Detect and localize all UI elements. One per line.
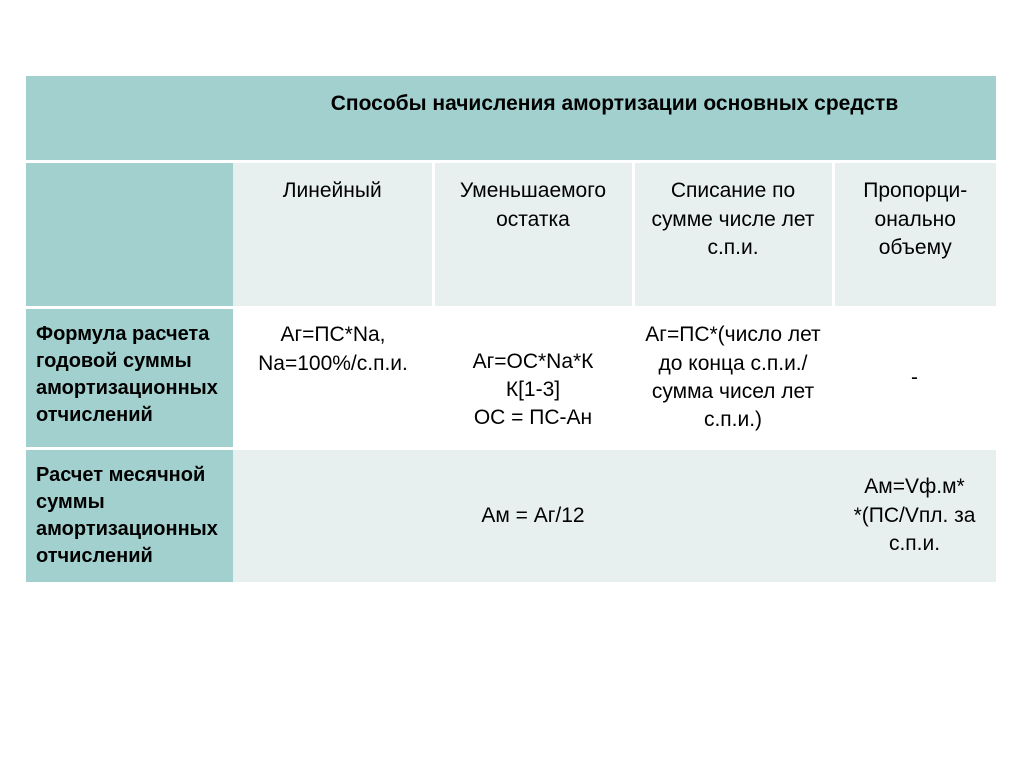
cell-annual-declining: Аг=ОС*Nа*КК[1-3]ОС = ПС-Ан — [433, 308, 633, 448]
col-sumyears: Списание по сумме числе лет с.п.и. — [633, 162, 833, 308]
cell-annual-proportional: - — [833, 308, 996, 448]
col-linear: Линейный — [233, 162, 433, 308]
cell-annual-linear: Аг=ПС*Nа, Nа=100%/с.п.и. — [233, 308, 433, 448]
col-proportional: Пропорци-онально объему — [833, 162, 996, 308]
cell-monthly-proportional: Ам=Vф.м**(ПС/Vпл. за с.п.и. — [833, 448, 996, 582]
row-annual-label: Формула расчета годовой суммы амортизаци… — [26, 308, 233, 448]
row-monthly-label: Расчет месячной суммы амортизационных от… — [26, 448, 233, 582]
col-declining: Уменьшаемого остатка — [433, 162, 633, 308]
table-title: Способы начисления амортизации основных … — [233, 76, 996, 162]
amortization-methods-table: Способы начисления амортизации основных … — [26, 76, 996, 582]
cell-text: Аг=ПС*Nа, Nа=100%/с.п.и. — [258, 323, 408, 374]
cell-text: Ам=Vф.м**(ПС/Vпл. за с.п.и. — [854, 475, 976, 555]
cell-text: - — [911, 366, 918, 389]
cell-text: Ам = Аг/12 — [481, 504, 584, 527]
cell-text: Аг=ПС*(число лет до конца с.п.и./сумма ч… — [645, 323, 820, 431]
cell-monthly-merged: Ам = Аг/12 — [233, 448, 833, 582]
cell-annual-sumyears: Аг=ПС*(число лет до конца с.п.и./сумма ч… — [633, 308, 833, 448]
subheader-blank — [26, 162, 233, 308]
cell-text: Аг=ОС*Nа*КК[1-3]ОС = ПС-Ан — [473, 350, 594, 430]
header-blank — [26, 76, 233, 162]
